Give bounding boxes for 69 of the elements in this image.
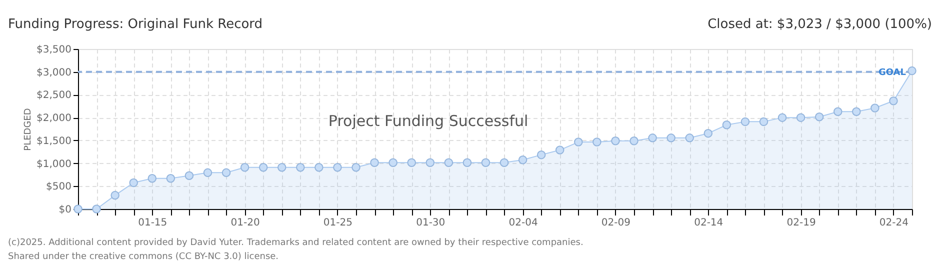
annotation: Project Funding Successful bbox=[328, 112, 528, 130]
x-tick-label: 02-14 bbox=[694, 218, 724, 228]
point bbox=[908, 66, 916, 76]
point bbox=[388, 158, 398, 167]
point bbox=[314, 163, 324, 172]
x-tick-label: 02-09 bbox=[601, 218, 630, 228]
point bbox=[889, 96, 898, 106]
text: Shared under the creative commons (CC BY-NC 3.0) license. bbox=[8, 252, 279, 262]
chart-subtitle: Closed at: $3,023 / $3,000 (100%) bbox=[708, 17, 932, 32]
point bbox=[110, 190, 120, 200]
point bbox=[592, 138, 602, 146]
point bbox=[574, 138, 583, 146]
x-tick-label: 01-30 bbox=[416, 218, 446, 228]
x-tick-label: 02-04 bbox=[508, 218, 538, 228]
point bbox=[333, 163, 342, 172]
point bbox=[870, 104, 880, 112]
point bbox=[666, 134, 676, 142]
x-tick-label: 01-15 bbox=[138, 218, 168, 228]
point bbox=[685, 134, 694, 142]
point bbox=[426, 158, 435, 167]
y-tick-label: $3,500 bbox=[36, 44, 72, 56]
y-axis-title: PLEDGED bbox=[24, 108, 34, 151]
point bbox=[648, 134, 657, 142]
point bbox=[481, 158, 490, 167]
point bbox=[630, 136, 638, 146]
y-tick-label: $2,500 bbox=[36, 90, 72, 102]
point bbox=[814, 112, 824, 122]
chart-title: Funding Progress: Original Funk Record bbox=[8, 17, 263, 32]
y-tick-label: $500 bbox=[46, 182, 72, 193]
point bbox=[296, 163, 305, 172]
point bbox=[778, 113, 787, 122]
y-tick-label: $1,500 bbox=[36, 136, 72, 147]
point bbox=[148, 174, 157, 183]
text: (c)2025. Additional content provided by David Yuter. Trademarks and related content are owned by their respective companies. bbox=[8, 238, 584, 248]
x-tick-label: 01-25 bbox=[323, 218, 352, 228]
point bbox=[203, 168, 212, 178]
point bbox=[722, 120, 732, 130]
point bbox=[555, 146, 564, 154]
point bbox=[500, 158, 509, 167]
point bbox=[166, 174, 176, 183]
point bbox=[852, 107, 861, 116]
point bbox=[370, 158, 379, 167]
point bbox=[129, 178, 138, 188]
point bbox=[704, 128, 713, 138]
ref-line-label: GOAL bbox=[878, 68, 906, 78]
point bbox=[796, 113, 806, 122]
point bbox=[258, 163, 268, 172]
point bbox=[833, 107, 842, 116]
point bbox=[518, 155, 528, 164]
point bbox=[759, 117, 768, 126]
y-tick-label: $2,000 bbox=[36, 113, 72, 124]
point bbox=[611, 136, 620, 146]
point bbox=[462, 158, 472, 167]
x-tick-label: 01-20 bbox=[230, 218, 260, 228]
point bbox=[536, 150, 546, 160]
point bbox=[184, 171, 194, 180]
y-tick-label: $3,000 bbox=[36, 67, 72, 78]
point bbox=[444, 158, 454, 167]
point bbox=[352, 163, 360, 172]
point bbox=[740, 117, 750, 126]
x-tick-label: 02-19 bbox=[786, 218, 816, 228]
point bbox=[240, 163, 250, 172]
y-tick-label: $0 bbox=[58, 204, 72, 216]
y-tick-label: $1,000 bbox=[36, 158, 72, 170]
point bbox=[277, 163, 286, 172]
point bbox=[222, 168, 231, 178]
point bbox=[407, 158, 416, 167]
point bbox=[92, 204, 101, 214]
x-tick-label: 02-24 bbox=[879, 218, 908, 228]
